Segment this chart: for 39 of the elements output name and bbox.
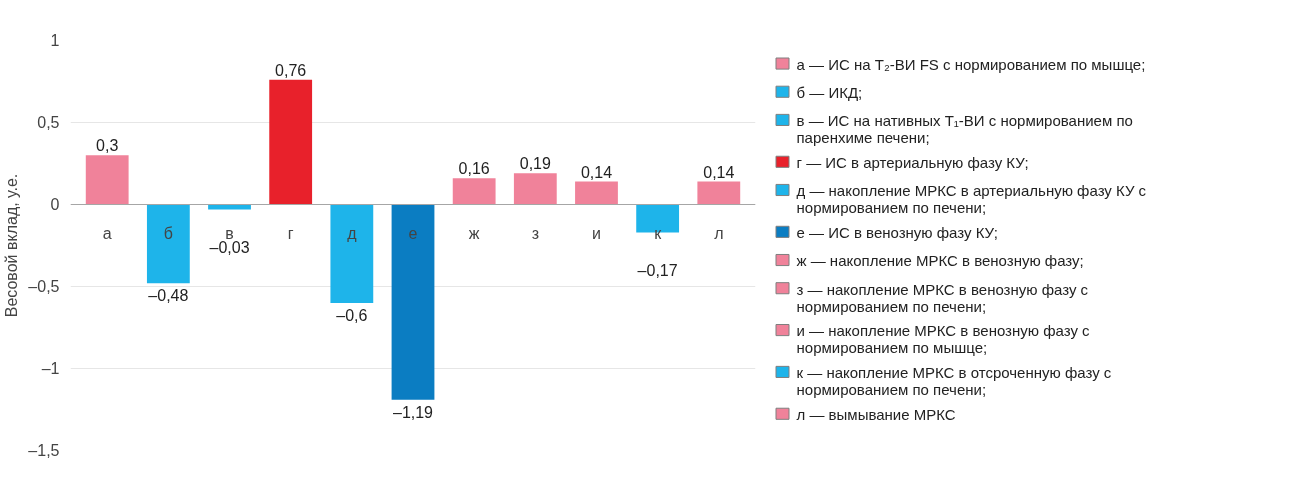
data-label: 0,3 xyxy=(96,137,119,155)
data-label: –0,03 xyxy=(209,239,250,257)
legend-label: е — ИС в венозную фазу КУ; xyxy=(796,224,998,242)
x-tick-label: ж xyxy=(468,224,480,242)
legend-label: г — ИС в артериальную фазу КУ; xyxy=(796,154,1029,172)
y-tick-label: 0,5 xyxy=(37,114,60,131)
y-tick-label: 0 xyxy=(50,196,60,213)
x-tick-label: г xyxy=(287,224,294,242)
legend-label: д — накопление МРКС в артериальную фазу КУ с нормированием по печени; xyxy=(796,182,1147,217)
legend-label: к — накопление МРКС в отсроченную фазу с нормированием по печени; xyxy=(796,364,1112,399)
y-tick-label: –0,5 xyxy=(28,278,60,295)
legend-label: и — накопление МРКС в венозную фазу с нормированием по мышце; xyxy=(796,322,1091,357)
x-tick-label: а xyxy=(102,224,112,242)
y-axis-title: Весовой вклад, у.е. xyxy=(3,173,21,318)
legend-label: з — накопление МРКС в венозную фазу с нормированием по печени; xyxy=(796,280,1089,315)
legend-label: а — ИС на T₂-ВИ FS с нормированием по мышце; xyxy=(796,55,1146,73)
x-tick-label: з xyxy=(531,224,539,242)
y-tick-label: –1 xyxy=(41,360,60,377)
data-label: 0,14 xyxy=(703,163,735,181)
data-label: 0,19 xyxy=(519,155,551,173)
data-label: –0,6 xyxy=(336,306,368,324)
legend-label: л — вымывание МРКС xyxy=(796,406,956,424)
y-tick-label: 1 xyxy=(50,32,60,49)
x-tick-label: и xyxy=(592,224,601,242)
legend-label: в — ИС на нативных T₁-ВИ с нормированием по паренхиме печени; xyxy=(796,112,1133,147)
data-label: –0,17 xyxy=(637,262,678,280)
x-tick-label: е xyxy=(408,224,418,242)
data-label: 0,76 xyxy=(275,61,307,79)
data-label: –1,19 xyxy=(392,403,434,421)
x-tick-label: д xyxy=(347,224,358,242)
legend-label: б — ИКД; xyxy=(796,84,863,102)
x-tick-label: б xyxy=(163,224,173,242)
y-tick-label: –1,5 xyxy=(28,442,60,459)
data-label: 0,14 xyxy=(580,163,613,181)
legend-label: ж — накопление МРКС в венозную фазу; xyxy=(796,252,1084,270)
x-tick-label: в xyxy=(225,224,234,242)
x-tick-label: л xyxy=(714,224,724,242)
data-label: 0,16 xyxy=(458,160,490,178)
data-label: –0,48 xyxy=(148,287,189,305)
